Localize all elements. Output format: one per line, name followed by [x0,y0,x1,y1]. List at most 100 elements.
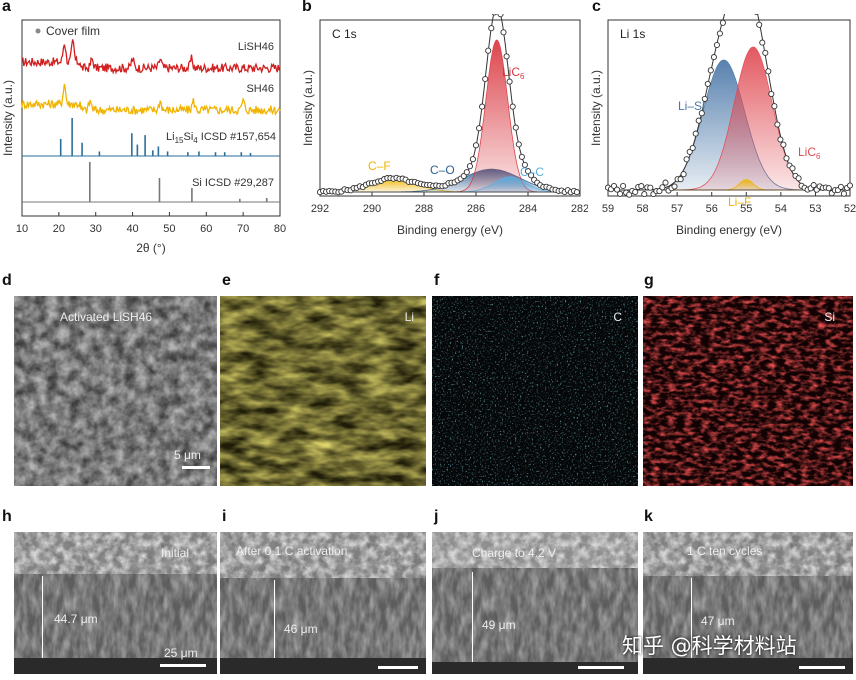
data-point [759,39,766,46]
x-tick-label: 57 [671,203,683,215]
y-axis-label: Intensity (a.u.) [1,80,15,156]
thickness-arrow [274,580,275,658]
data-point [713,41,720,49]
data-point [810,182,817,189]
data-point [506,78,513,85]
x-tick-label: 60 [200,223,212,235]
x-tick-label: 54 [775,203,787,215]
plot-frame [21,19,281,217]
data-point [765,68,772,75]
x-tick-label: 286 [467,203,485,215]
x-tick-label: 40 [126,223,138,235]
data-point [840,190,847,197]
data-point [476,125,483,132]
data-point [497,14,504,18]
x-tick-label: 30 [90,223,102,235]
data-point [617,190,624,197]
data-point [632,188,639,196]
data-point [518,153,525,160]
data-point [686,148,693,155]
eds-c-label: C [613,310,622,324]
data-point [710,54,717,61]
eds-map-li: Li [220,296,426,486]
eds-map-c: C [432,296,638,486]
series-label: SH46 [246,83,274,95]
y-axis-label: Intensity (a.u.) [301,70,315,146]
data-point [573,189,580,196]
scale-bar [799,666,845,669]
data-point [783,155,790,162]
x-tick-label: 290 [363,203,381,215]
sem-h-label: Initial [160,546,189,560]
data-point [638,183,645,190]
data-point [768,90,775,98]
data-point [472,142,480,149]
x-tick-label: 70 [237,223,249,235]
panel-letter-f: f [434,272,440,289]
eds-li-label: Li [404,310,414,324]
data-point [463,169,470,176]
data-point [641,191,648,198]
component-label: Li–Si [678,99,705,113]
x-tick-label: 10 [16,223,28,235]
data-point [701,95,708,102]
sem-image-d: Activated LiSH46 5 μm [14,296,217,486]
x-tick-label: 284 [519,203,537,215]
thickness-arrow [472,572,473,662]
component-label: Li–F [728,195,751,209]
data-point [756,21,763,28]
chart-title: C 1s [332,27,357,41]
x-tick-label: 53 [809,203,821,215]
x-axis-label: 2θ (°) [136,241,165,255]
data-point [683,156,690,163]
thickness-label: 46 μm [284,622,318,636]
x-tick-label: 20 [53,223,65,235]
sem-d-label: Activated LiSH46 [60,310,153,324]
sem-cross-section-j: Charge to 4.2 V 49 μm [432,532,638,674]
panel-letter-b: b [302,0,312,15]
x-tick-label: 282 [571,203,588,215]
data-point [479,103,486,110]
cover-film-marker [35,28,41,34]
data-point [671,183,678,190]
data-point [662,179,669,186]
thickness-label: 44.7 μm [54,612,98,626]
x-tick-label: 56 [706,203,718,215]
data-point [485,47,492,54]
x-tick-label: 50 [163,223,175,235]
data-point [707,67,714,74]
data-point [692,130,699,137]
panel-letter-a: a [2,0,11,15]
thickness-arrow [691,578,692,658]
panel-letter-e: e [222,272,231,289]
thickness-label: 49 μm [482,618,516,632]
series-label: LiSH46 [238,41,274,53]
data-point [771,103,778,110]
data-point [762,49,769,56]
sem-i-label: After 0.1 C activation [236,544,348,558]
scale-bar [160,664,206,667]
sem-cross-section-i: After 0.1 C activation 46 μm [220,532,426,674]
data-point [680,171,687,178]
data-point [512,124,519,131]
thickness-label: 47 μm [701,614,735,628]
data-point [500,29,507,36]
scale-bar [378,666,418,669]
sem-cross-section-h: Initial 44.7 μm 25 μm [14,532,217,674]
panel-letter-c: c [592,0,601,15]
data-point [825,185,832,192]
data-point [795,175,802,182]
data-point [491,14,498,16]
data-point [466,163,473,170]
data-point [837,183,844,190]
sem-k-label: 1 C ten cycles [687,544,763,558]
data-point [698,110,705,117]
c1s-xps-chart: 292 290 288 286 284 282 Binding energy (eV) Int… [301,14,588,237]
x-tick-label: 58 [636,203,648,215]
x-tick-label: 80 [274,223,286,235]
data-point [515,141,522,148]
xrd-chart: 10 20 30 40 50 60 70 80 2θ (°) Intensity (a.u.) Li… [1,19,286,255]
data-point [521,161,528,168]
component-label: LiC6 [502,65,525,81]
y-axis-label: Intensity (a.u.) [589,70,603,146]
